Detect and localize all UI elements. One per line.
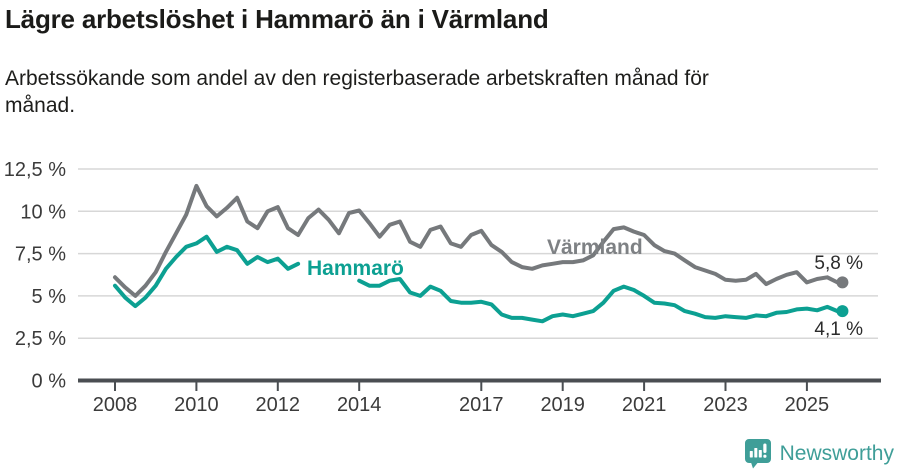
- chart-subtitle: Arbetssökande som andel av den registerb…: [5, 67, 709, 117]
- y-axis-label: 2,5 %: [15, 328, 66, 350]
- y-axis-label: 7,5 %: [15, 244, 66, 266]
- x-axis-label: 2019: [540, 394, 585, 416]
- page-title: Lägre arbetslöshet i Hammarö än i Värmla…: [5, 4, 549, 34]
- x-axis-label: 2010: [174, 394, 219, 416]
- hammaro-series-label: Hammarö: [307, 257, 404, 280]
- varmland-end-dot: [836, 276, 849, 289]
- varmland-end-value-label: 5,8 %: [814, 253, 863, 274]
- y-axis-label: 10 %: [20, 201, 66, 223]
- x-axis-label: 2014: [337, 394, 382, 416]
- x-axis-label: 2023: [703, 394, 748, 416]
- newsworthy-logo[interactable]: Newsworthy: [744, 438, 894, 469]
- x-axis-label: 2017: [459, 394, 504, 416]
- hammaro-line: [113, 234, 840, 324]
- x-axis-label: 2021: [622, 394, 667, 416]
- varmland-series-label: Värmland: [547, 236, 643, 259]
- newsworthy-bubble-chart-icon: [744, 439, 771, 469]
- y-axis-label: 0 %: [32, 371, 67, 393]
- y-axis-label: 5 %: [32, 286, 67, 308]
- varmland-line: [113, 183, 840, 298]
- x-axis-label: 2008: [93, 394, 138, 416]
- hammaro-end-dot: [836, 305, 849, 318]
- hammaro-end-value-label: 4,1 %: [814, 319, 863, 340]
- x-axis-label: 2025: [785, 394, 830, 416]
- newsworthy-wordmark: Newsworthy: [779, 441, 894, 465]
- y-axis-label: 12,5 %: [4, 159, 66, 181]
- x-axis-label: 2012: [256, 394, 301, 416]
